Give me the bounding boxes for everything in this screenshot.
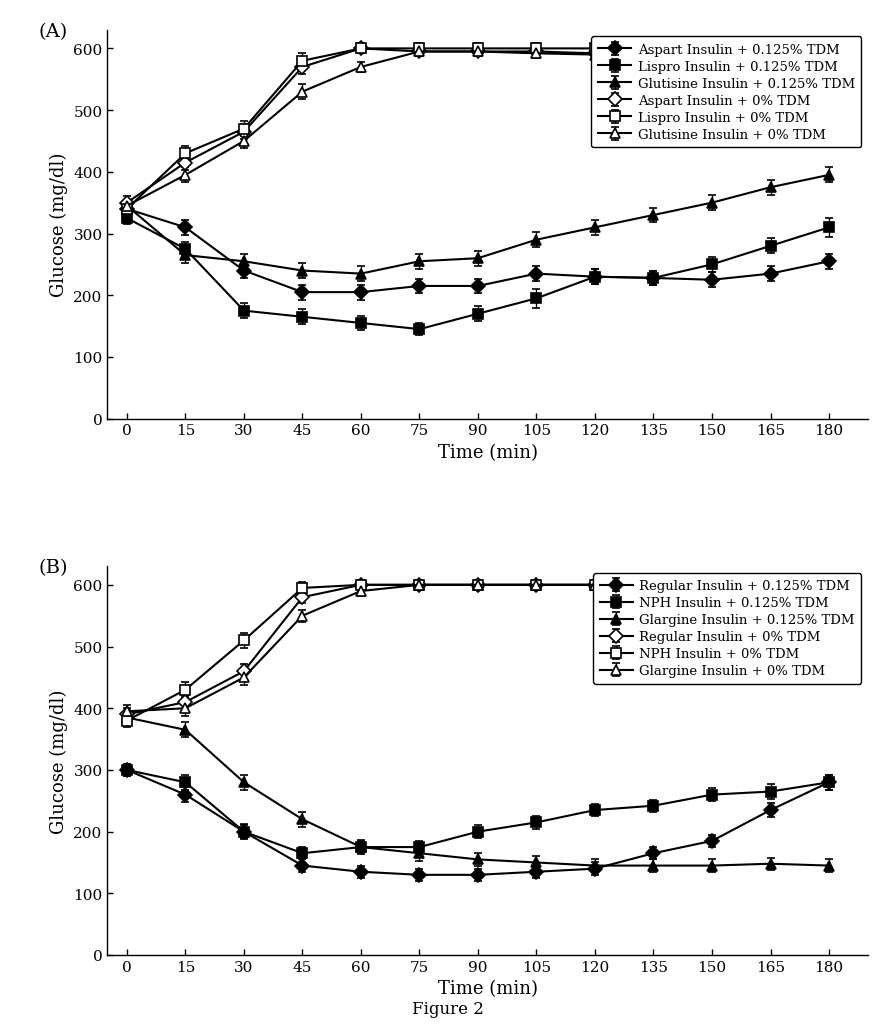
Text: (B): (B) (39, 559, 68, 577)
Text: (A): (A) (39, 23, 68, 41)
Y-axis label: Glucose (mg/dl): Glucose (mg/dl) (49, 153, 68, 297)
Legend: Regular Insulin + 0.125% TDM, NPH Insulin + 0.125% TDM, Glargine Insulin + 0.125: Regular Insulin + 0.125% TDM, NPH Insuli… (593, 573, 861, 684)
X-axis label: Time (min): Time (min) (437, 444, 537, 461)
Text: Figure 2: Figure 2 (411, 999, 483, 1017)
X-axis label: Time (min): Time (min) (437, 980, 537, 997)
Y-axis label: Glucose (mg/dl): Glucose (mg/dl) (49, 689, 68, 833)
Legend: Aspart Insulin + 0.125% TDM, Lispro Insulin + 0.125% TDM, Glutisine Insulin + 0.: Aspart Insulin + 0.125% TDM, Lispro Insu… (591, 37, 861, 148)
